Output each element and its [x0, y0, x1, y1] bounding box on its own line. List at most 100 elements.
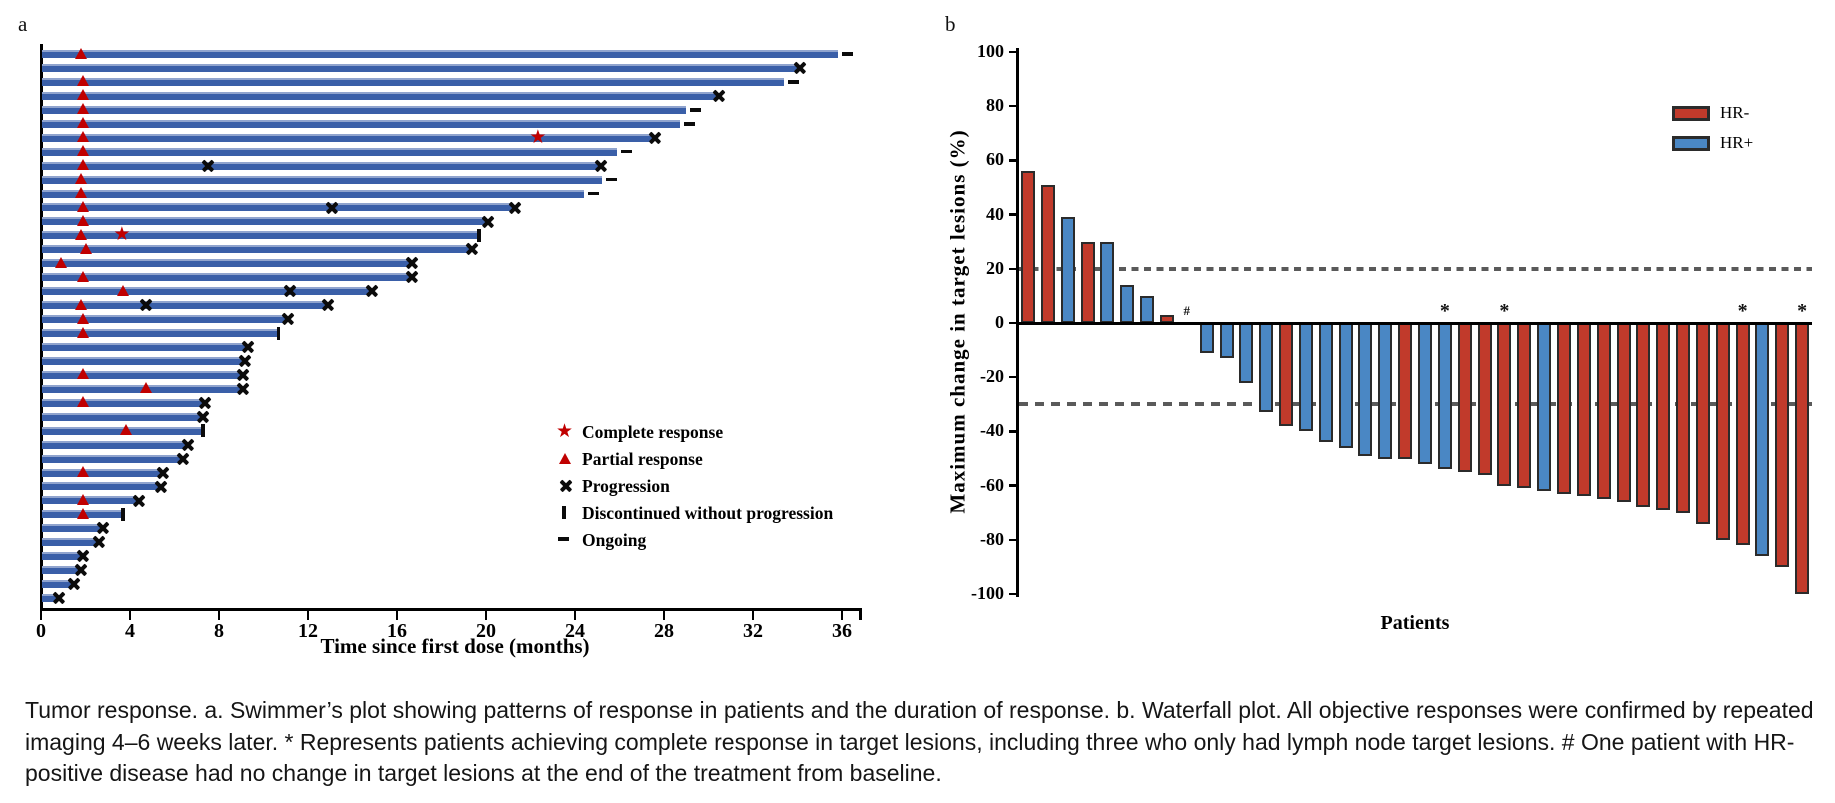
waterfall-bar — [1616, 323, 1631, 502]
partial-response-marker — [77, 200, 90, 212]
progression-marker — [325, 200, 339, 214]
cross-icon — [556, 475, 582, 497]
progression-marker — [67, 577, 81, 591]
waterfall-y-tick-label: 0 — [995, 312, 1004, 332]
discontinued-marker — [276, 326, 281, 340]
partial-response-marker — [77, 507, 90, 519]
discontinued-marker — [477, 228, 481, 242]
swimmer-x-tick-label: 16 — [387, 620, 407, 642]
partial-response-marker — [77, 312, 90, 324]
progression-marker — [139, 298, 153, 312]
swimmer-x-axis-end-tick — [859, 611, 862, 620]
swimmer-bar — [42, 301, 326, 310]
swimmer-bar — [42, 538, 97, 547]
progression-marker — [201, 159, 215, 173]
waterfall-y-tick — [1009, 267, 1018, 271]
progression-marker — [156, 466, 170, 480]
waterfall-bar — [1656, 323, 1671, 510]
waterfall-bar — [1060, 217, 1075, 323]
progression-marker — [196, 410, 210, 424]
waterfall-bar — [1239, 323, 1254, 383]
swimmer-bar — [42, 398, 204, 407]
waterfall-bar — [1418, 323, 1432, 464]
triangle-icon — [556, 448, 582, 470]
progression-marker — [281, 312, 295, 326]
legend-item-label: HR- — [1720, 103, 1750, 122]
swimmer-bar — [42, 370, 242, 379]
star-glyph: ★ — [556, 420, 574, 442]
progression-marker — [321, 298, 335, 312]
complete-response-marker: ★ — [113, 223, 131, 246]
waterfall-bar — [1378, 323, 1393, 459]
swimmer-bar — [42, 496, 137, 505]
waterfall-bar — [1259, 323, 1274, 413]
waterfall-bar — [1398, 323, 1413, 459]
annotation-hash: # — [1183, 303, 1191, 318]
swimmer-bar — [42, 552, 82, 561]
swimmer-bar — [42, 147, 618, 156]
waterfall-bar — [1080, 241, 1095, 323]
waterfall-bar — [1100, 241, 1115, 323]
waterfall-y-tick — [1009, 538, 1018, 542]
waterfall-y-tick — [1009, 484, 1018, 487]
swimmer-bar — [42, 245, 471, 254]
swimmer-bar — [42, 217, 486, 226]
swimmer-y-axis-line — [40, 44, 43, 609]
ongoing-marker — [841, 52, 853, 56]
progression-marker — [76, 549, 90, 563]
partial-response-marker — [77, 117, 90, 129]
swimmer-x-tick — [306, 611, 310, 620]
progression-marker — [92, 535, 106, 549]
partial-response-marker — [77, 145, 90, 157]
swimmer-bar — [42, 175, 602, 184]
waterfall-bar — [1537, 323, 1552, 492]
waterfall-bar — [1279, 323, 1294, 426]
discontinued-marker — [201, 424, 205, 438]
waterfall-bar — [1021, 171, 1035, 323]
waterfall-y-tick — [1009, 159, 1018, 162]
waterfall-y-tick — [1009, 50, 1018, 54]
partial-response-marker — [77, 75, 90, 87]
partial-response-marker — [75, 228, 88, 240]
waterfall-bar — [1318, 323, 1333, 443]
waterfall-bar — [1120, 285, 1135, 323]
waterfall-y-tick-label: -100 — [971, 583, 1004, 603]
legend-item-label: Ongoing — [582, 529, 647, 550]
waterfall-bar — [1517, 323, 1532, 489]
legend-item: Discontinued without progression — [556, 502, 833, 524]
annotation-asterisk: * — [1737, 300, 1748, 322]
progression-marker — [236, 382, 250, 396]
waterfall-minus30-reference-line — [1019, 402, 1812, 406]
waterfall-y-tick — [1009, 321, 1018, 325]
waterfall-bar — [1457, 323, 1472, 473]
swimmer-bar — [42, 566, 79, 575]
swimmer-bar — [42, 133, 653, 142]
progression-marker — [154, 479, 168, 493]
legend-item: HR- — [1672, 103, 1750, 122]
legend-swatch — [1672, 135, 1710, 151]
partial-response-marker — [75, 187, 88, 198]
swimmer-bar — [42, 412, 202, 421]
partial-response-marker — [77, 368, 90, 380]
annotation-asterisk: * — [1499, 300, 1510, 322]
progression-marker — [236, 368, 250, 382]
legend-item-label: HR+ — [1720, 133, 1754, 152]
waterfall-x-axis-title: Patients — [1380, 612, 1450, 634]
partial-response-marker — [75, 47, 88, 59]
swimmer-x-axis-line — [40, 608, 862, 611]
swimmer-bar — [42, 329, 277, 337]
swimmer-x-tick — [573, 611, 577, 620]
partial-response-marker — [75, 298, 88, 310]
swimmer-bar — [42, 91, 718, 100]
legend-swatch — [1672, 105, 1710, 121]
waterfall-y-tick-label: 100 — [977, 41, 1004, 61]
ongoing-marker — [587, 191, 599, 196]
partial-response-marker — [77, 214, 90, 226]
progression-marker — [481, 214, 495, 228]
partial-response-marker — [79, 242, 92, 254]
waterfall-y-tick — [1009, 430, 1018, 433]
progression-marker — [283, 284, 297, 298]
progression-marker — [365, 284, 379, 298]
waterfall-plus20-reference-line — [1019, 267, 1812, 271]
cross-glyph — [559, 479, 573, 493]
